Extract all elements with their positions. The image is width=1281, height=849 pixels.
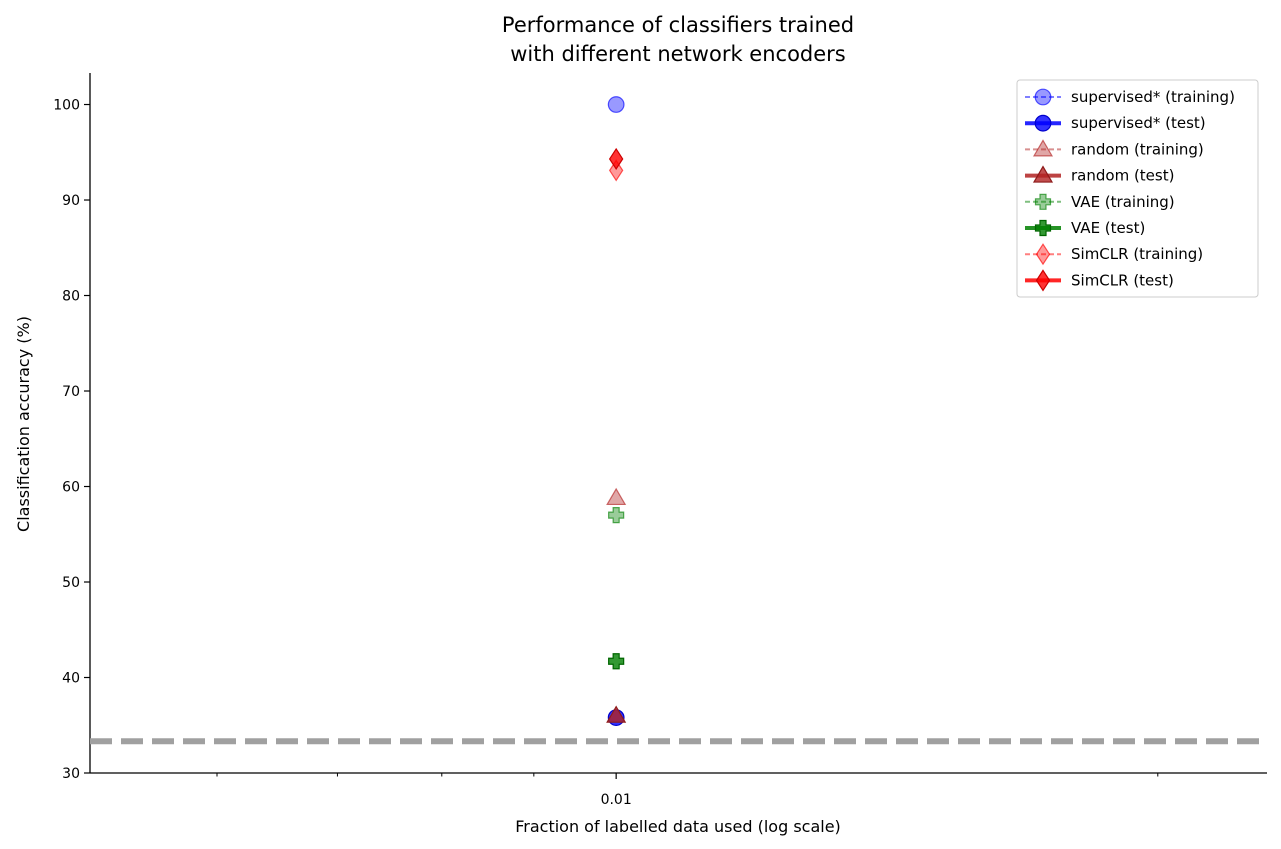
- legend-swatch-marker: [1034, 114, 1052, 132]
- y-tick-label: 30: [62, 766, 80, 782]
- y-tick-label: 70: [62, 384, 80, 400]
- legend-entry-label: VAE (training): [1071, 193, 1175, 211]
- legend-swatch-marker: [1035, 243, 1051, 266]
- legend-swatch-marker: [1032, 165, 1054, 183]
- legend-entry-label: random (test): [1071, 167, 1174, 185]
- axes: 30 40 50 60 70 80 90 100 0.01: [53, 73, 1267, 808]
- y-tick-label: 40: [62, 671, 80, 687]
- legend-entry-label: supervised* (training): [1071, 88, 1235, 106]
- data-point-series-7: [608, 147, 624, 171]
- y-tick-label: 60: [62, 480, 80, 496]
- data-point-series-4: [608, 507, 625, 524]
- y-tick-label: 80: [62, 289, 80, 305]
- chart-title-line2: with different network encoders: [510, 42, 846, 66]
- legend-entry-label: VAE (test): [1071, 219, 1145, 237]
- data-marks: [90, 96, 1267, 745]
- data-point-series-0: [607, 96, 625, 113]
- data-point-series-6: [608, 159, 624, 182]
- x-axis-label: Fraction of labelled data used (log scal…: [515, 817, 841, 836]
- y-tick-label: 100: [53, 98, 80, 114]
- y-tick-label: 50: [62, 575, 80, 591]
- legend-entry-label: supervised* (test): [1071, 114, 1206, 132]
- x-tick-label: 0.01: [601, 792, 632, 808]
- legend-swatch-marker: [1034, 219, 1052, 237]
- legend-swatch-marker: [1035, 269, 1051, 292]
- data-point-series-5: [608, 653, 625, 670]
- y-tick-label: 90: [62, 193, 80, 209]
- chart-title-line1: Performance of classifiers trained: [502, 13, 854, 37]
- legend-entry-label: SimCLR (test): [1071, 271, 1174, 289]
- legend: supervised* (training) supervised* (test)…: [1016, 79, 1259, 298]
- legend-swatch-marker: [1032, 139, 1054, 157]
- data-point-series-3: [606, 705, 627, 723]
- data-point-series-2: [606, 487, 627, 506]
- y-axis-label: Classification accuracy (%): [14, 316, 33, 532]
- legend-box: [1016, 79, 1259, 298]
- legend-swatch-marker: [1034, 193, 1052, 210]
- legend-entry-label: SimCLR (training): [1071, 245, 1203, 263]
- legend-entry-label: random (training): [1071, 140, 1204, 158]
- legend-swatch-marker: [1034, 88, 1052, 106]
